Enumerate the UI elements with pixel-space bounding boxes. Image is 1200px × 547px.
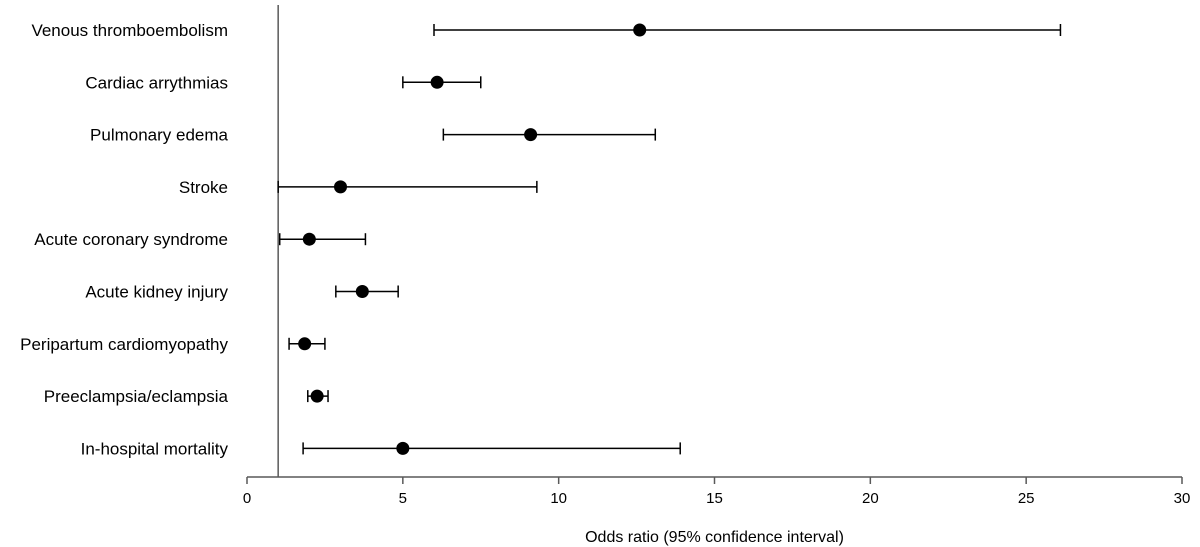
x-tick-label: 20 [862,490,879,507]
x-tick-label: 15 [706,490,723,507]
data-marks [277,23,1062,455]
x-tick-label: 5 [399,490,407,507]
odds-ratio-point [524,128,538,142]
odds-ratio-point [310,389,324,403]
category-label: Peripartum cardiomyopathy [20,335,228,354]
category-label: Preeclampsia/eclampsia [44,387,229,406]
forest-row [402,75,482,89]
forest-row [302,441,681,455]
odds-ratio-point [334,180,347,194]
x-tick-label: 30 [1174,490,1191,507]
category-label: Venous thromboembolism [31,21,228,40]
odds-ratio-point [298,337,312,351]
odds-ratio-point [430,75,444,89]
x-tick-label: 10 [550,490,567,507]
x-axis-title: Odds ratio (95% confidence interval) [585,529,844,546]
category-label: Cardiac arrythmias [85,73,228,92]
x-tick-label: 0 [243,490,251,507]
odds-ratio-point [633,23,647,37]
odds-ratio-point [396,441,410,455]
odds-ratio-point [355,285,369,298]
forest-row [307,389,329,403]
forest-row [278,232,367,246]
forest-row [288,337,326,351]
forest-row [277,180,538,194]
forest-row [433,23,1062,37]
category-label: Stroke [179,178,228,197]
category-label: Pulmonary edema [90,126,229,145]
forest-row [442,128,657,142]
category-labels: Venous thromboembolism Cardiac arrythmias… [20,21,228,458]
x-tick-label: 25 [1018,490,1035,507]
category-label: Acute kidney injury [85,283,228,302]
category-label: Acute coronary syndrome [34,230,228,249]
odds-ratio-point [302,232,316,246]
plot-area: 0 5 10 15 20 25 30 [243,5,1191,507]
category-label: In-hospital mortality [81,439,229,458]
x-axis-ticks: 0 5 10 15 20 25 30 [243,477,1191,507]
forest-row [335,285,399,298]
